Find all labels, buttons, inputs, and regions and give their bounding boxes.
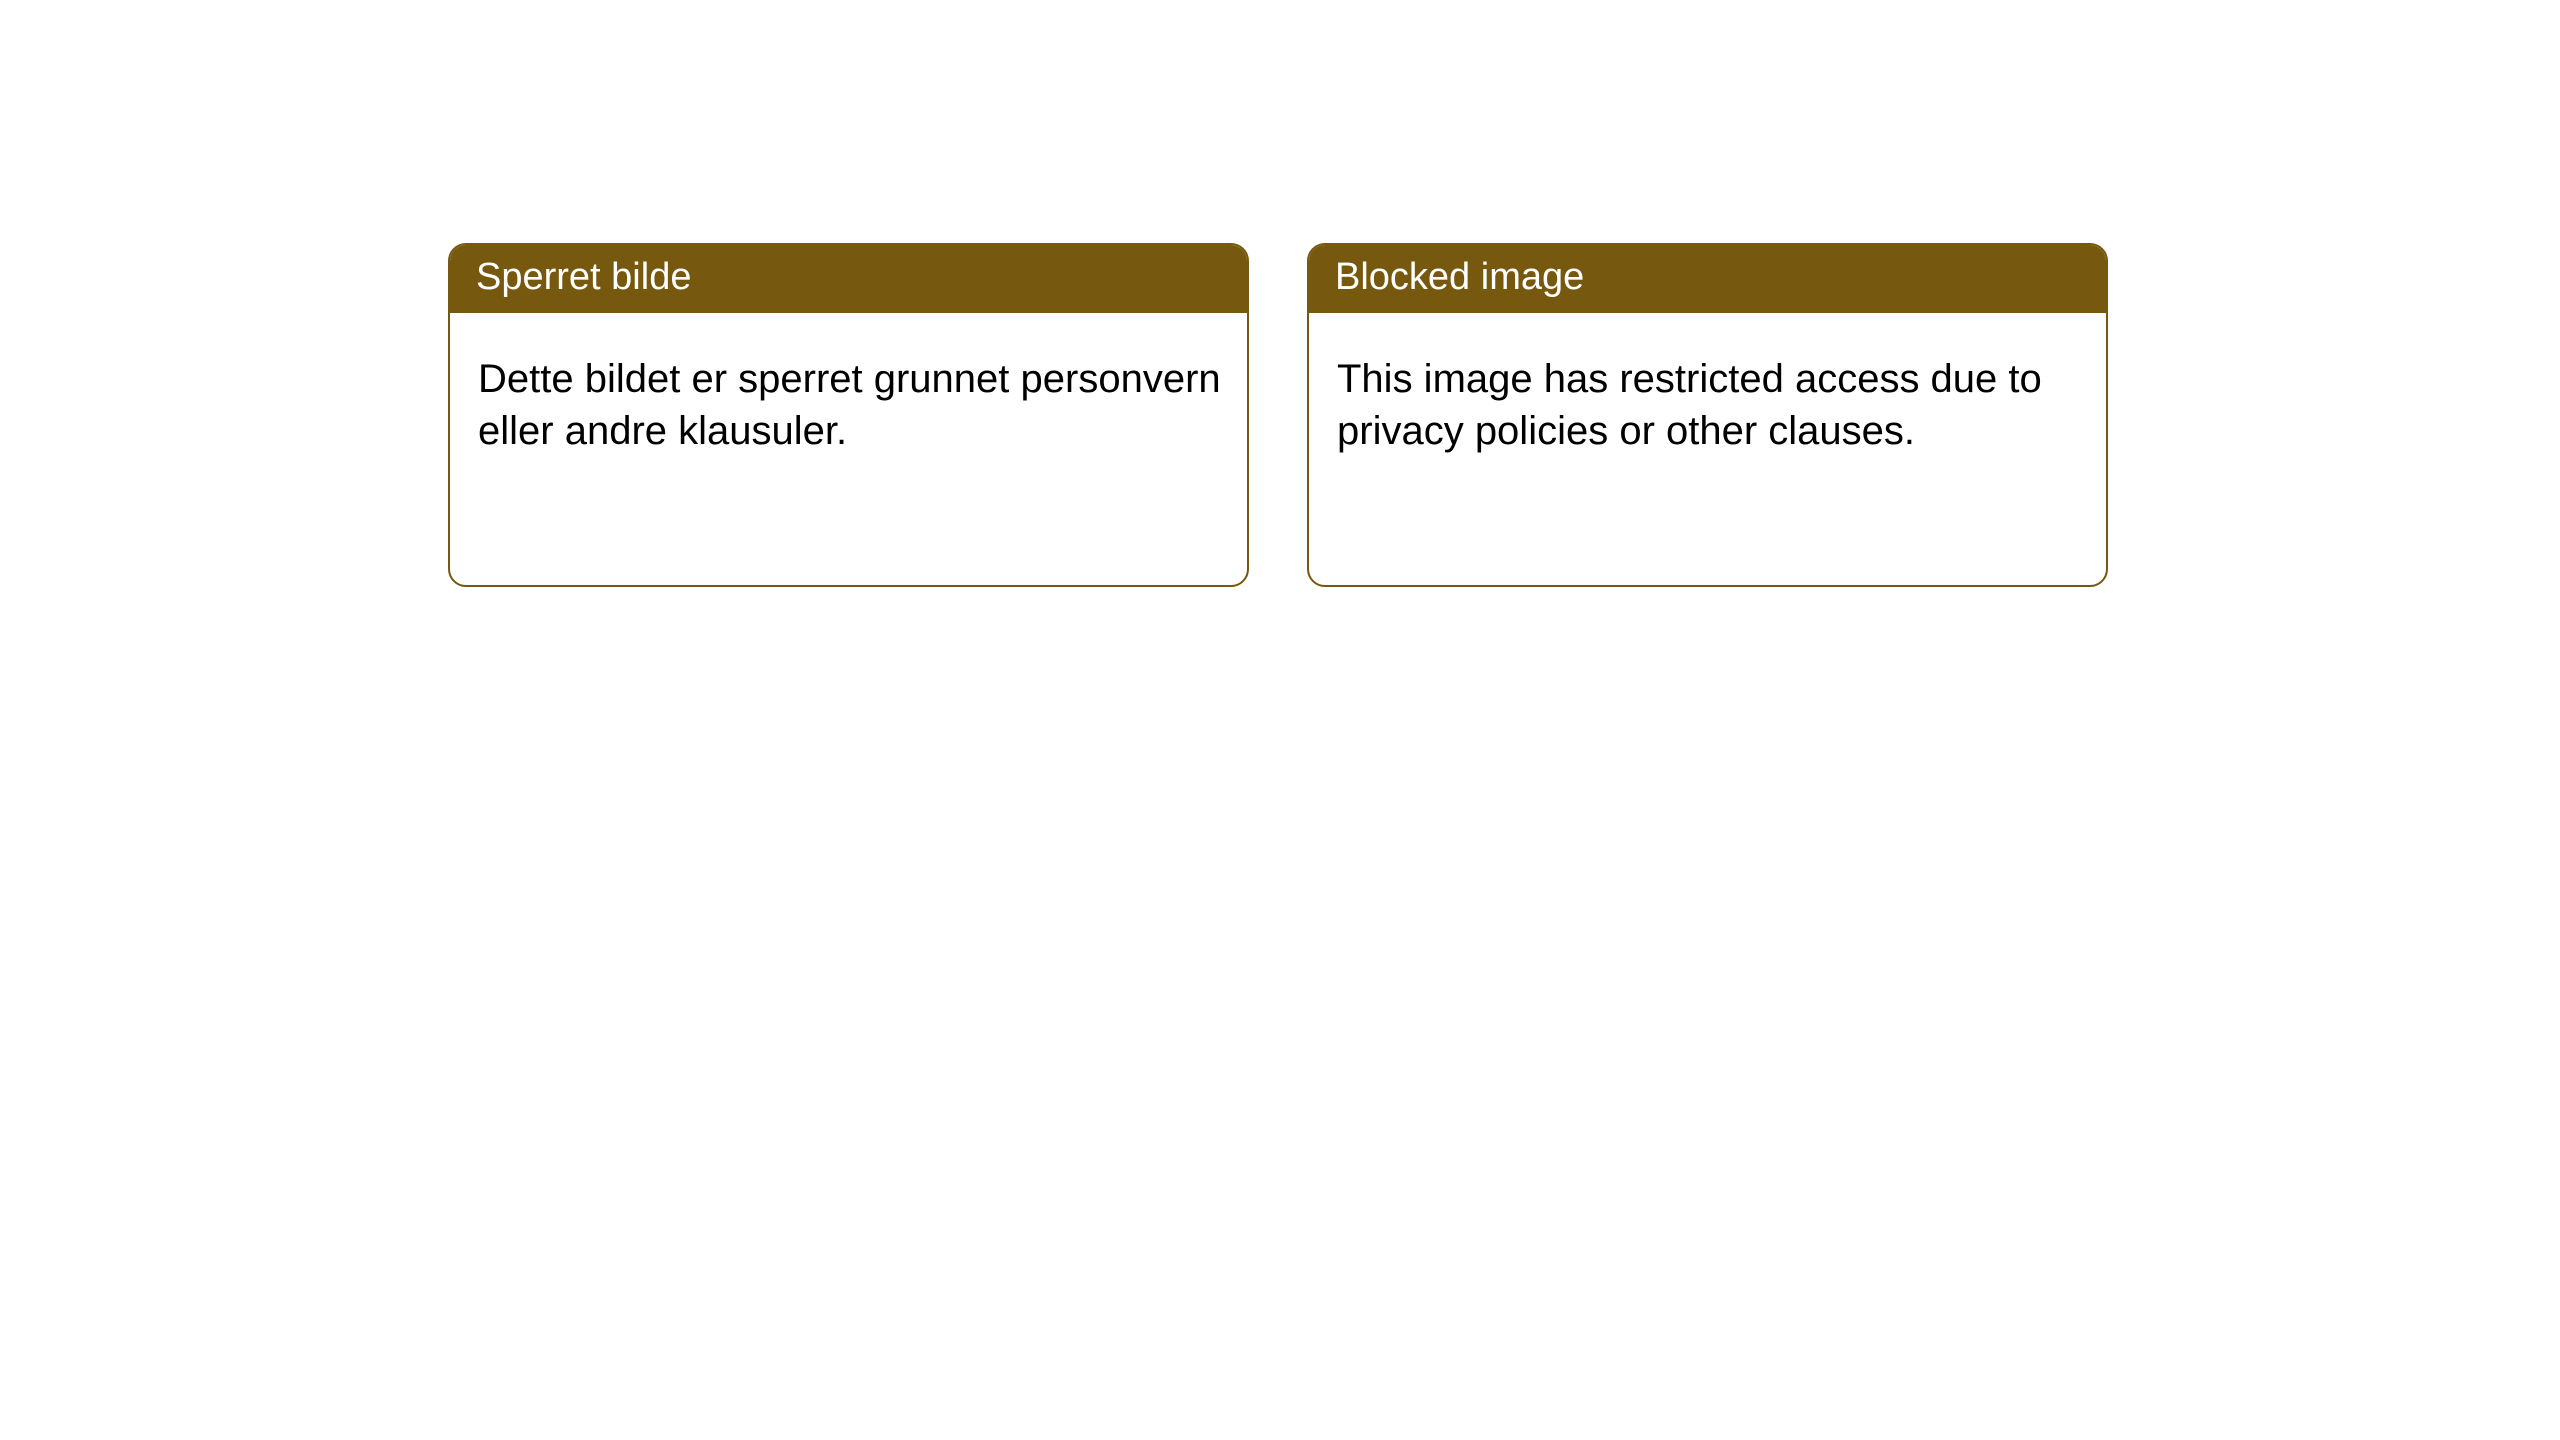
notice-body: Dette bildet er sperret grunnet personve… [450, 313, 1247, 585]
notice-card-norwegian: Sperret bilde Dette bildet er sperret gr… [448, 243, 1249, 587]
notice-header: Sperret bilde [450, 245, 1247, 313]
notice-body: This image has restricted access due to … [1309, 313, 2106, 585]
notice-header: Blocked image [1309, 245, 2106, 313]
notice-card-english: Blocked image This image has restricted … [1307, 243, 2108, 587]
notice-container: Sperret bilde Dette bildet er sperret gr… [0, 0, 2560, 587]
